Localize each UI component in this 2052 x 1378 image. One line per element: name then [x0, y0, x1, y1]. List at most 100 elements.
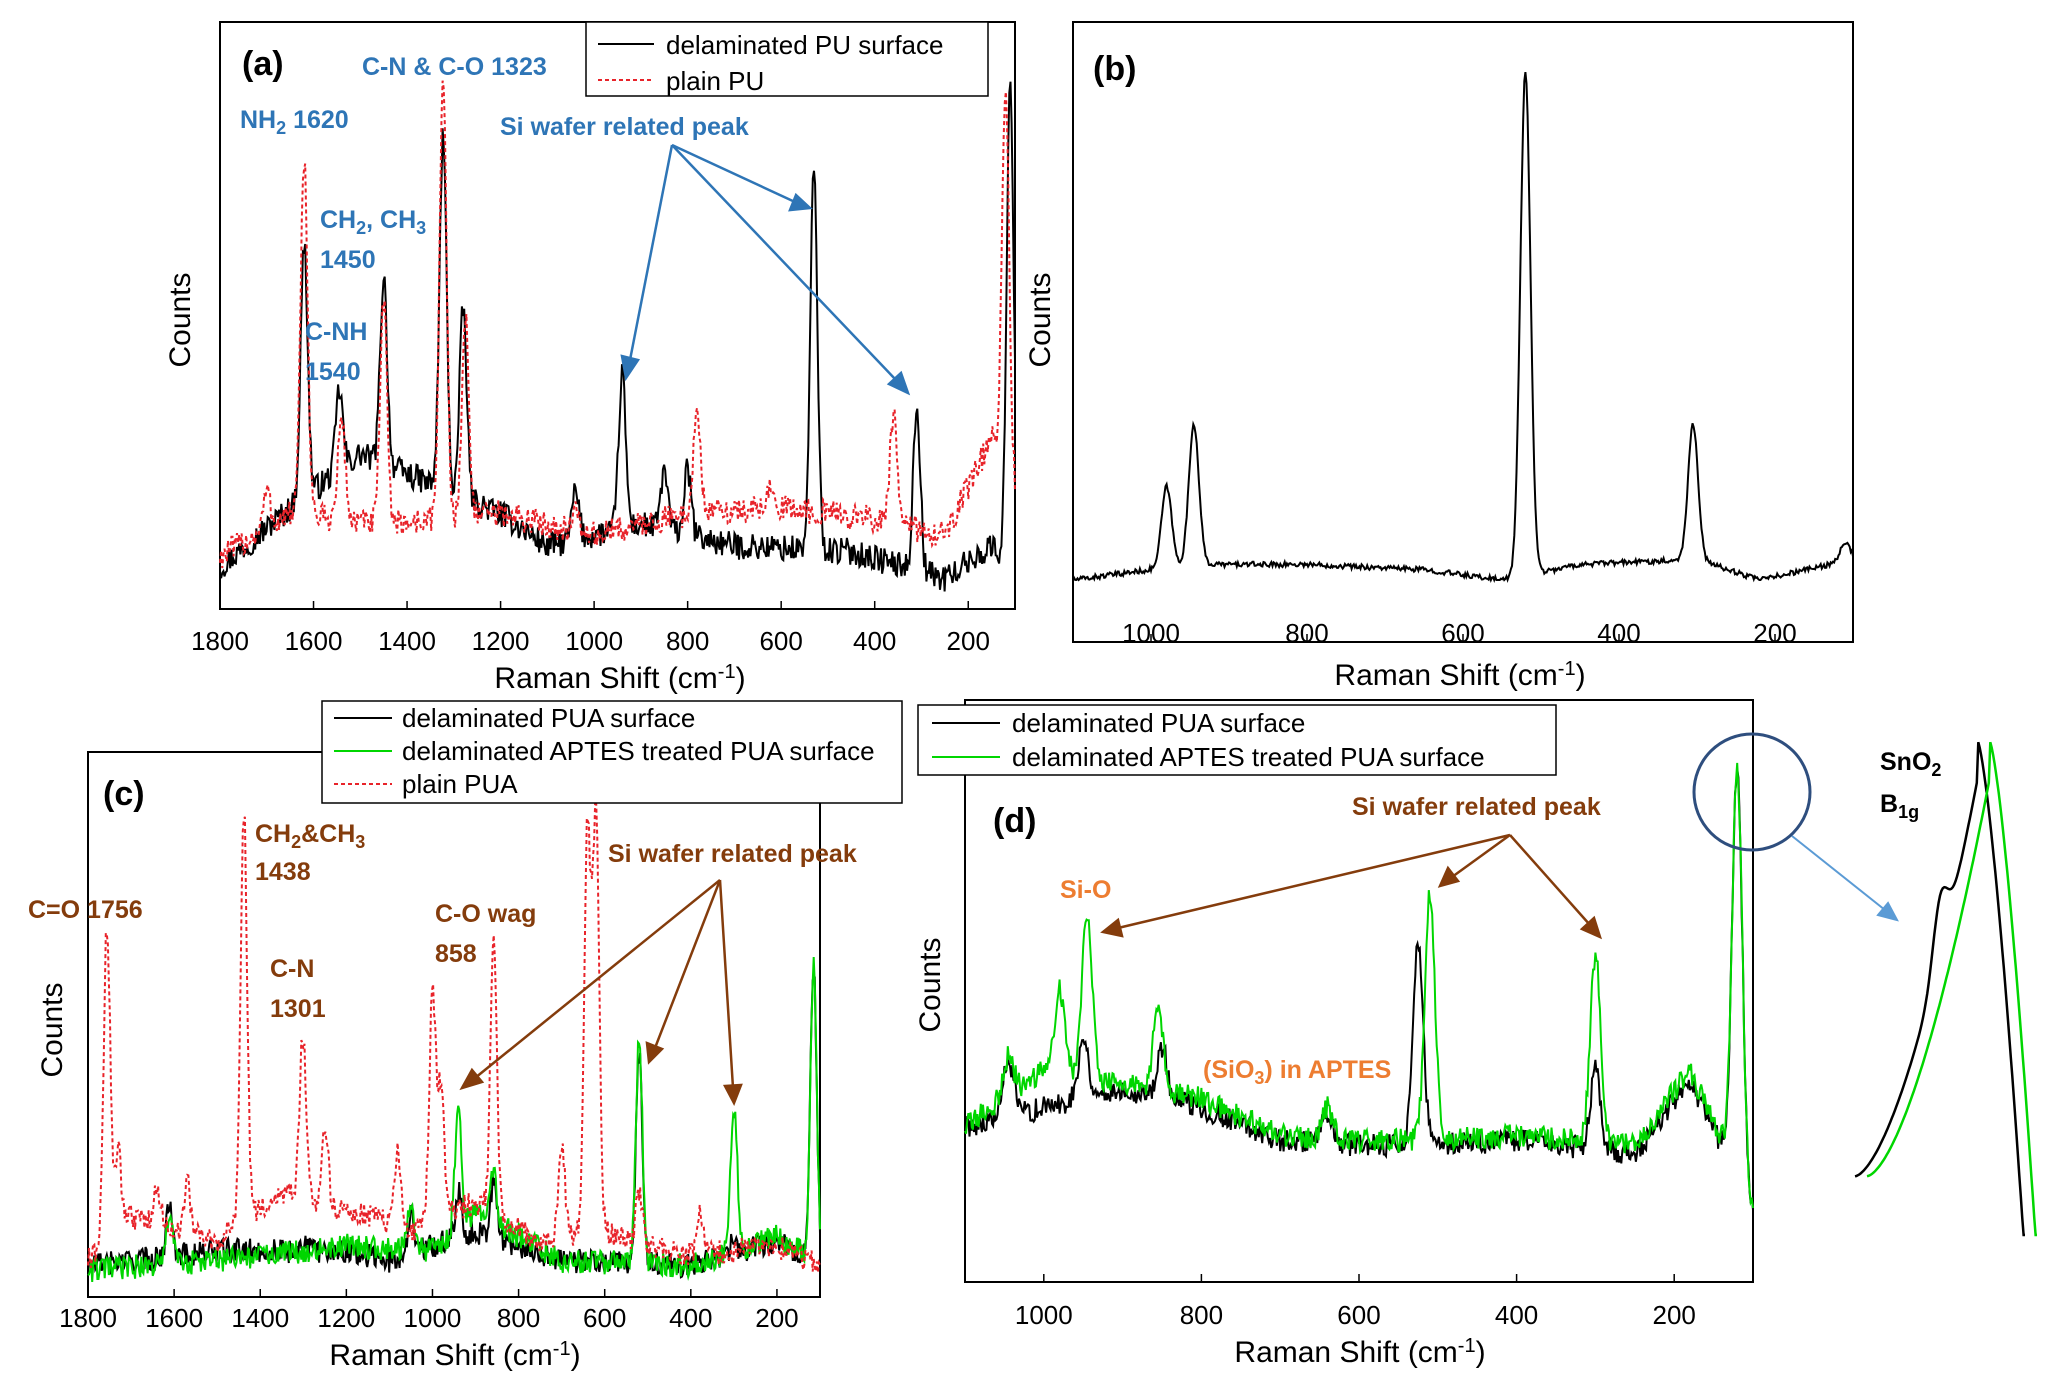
annotation-ch2-sub: 2 — [356, 218, 366, 238]
annotation-ch2-b: , CH — [366, 206, 416, 234]
annotation-sio3-sub: 3 — [1254, 1068, 1264, 1088]
x-ticks-c: 1800 1600 1400 1200 1000 800 600 400 200 — [59, 1289, 799, 1333]
inset-series-line-2 — [1866, 741, 2037, 1237]
series-line-2 — [219, 80, 1016, 569]
x-tick-label: 1000 — [1015, 1300, 1073, 1330]
x-tick-label: 200 — [1653, 1300, 1696, 1330]
annotation-ch2-a: CH — [320, 206, 356, 234]
legend-d-label-0: delaminated PUA surface — [1012, 708, 1305, 738]
x-tick-label: 800 — [1180, 1300, 1223, 1330]
x-tick-label: 800 — [497, 1303, 540, 1333]
annotation-c-nh: C-NH — [305, 318, 368, 346]
arrowhead-c-2 — [645, 1041, 665, 1065]
annotation-1301: 1301 — [270, 995, 326, 1023]
x-tick-label: 800 — [666, 626, 709, 656]
x-tick-label: 1000 — [1122, 618, 1180, 648]
plot-frame-b — [1072, 21, 1854, 643]
zoom-arrow — [1791, 835, 1899, 922]
annotation-ch2-ch3: CH2, CH3 — [320, 206, 426, 238]
x-tick-label: 1600 — [145, 1303, 203, 1333]
annotation-ch3-sub: 3 — [416, 218, 426, 238]
annotation-cn: C-N — [270, 955, 314, 983]
x-tick-label: 400 — [669, 1303, 712, 1333]
series-line-1 — [219, 81, 1016, 592]
x-tick-label: 1200 — [472, 626, 530, 656]
x-tick-label: 400 — [853, 626, 896, 656]
annotation-c-ch2-a: CH — [255, 820, 291, 848]
annotation-sio3-b: ) in APTES — [1264, 1056, 1391, 1084]
panel-b: 1000 800 600 400 200 (b) Counts Raman Shift … — [1024, 21, 1854, 692]
panel-label-b: (b) — [1093, 50, 1136, 88]
x-tick-label: 400 — [1495, 1300, 1538, 1330]
arrowhead-c-1 — [459, 1067, 485, 1091]
series-line-2 — [87, 957, 821, 1282]
x-axis-title-a-main: Raman Shift (cm — [494, 662, 717, 695]
arrows-a — [620, 143, 911, 396]
arrows-c — [459, 879, 743, 1107]
x-tick-label: 1000 — [565, 626, 623, 656]
annotation-co-wag: C-O wag — [435, 900, 536, 928]
x-tick-label: 1600 — [285, 626, 343, 656]
arrow-a-2 — [671, 143, 796, 204]
legend-c-label-2: plain PUA — [402, 769, 518, 799]
arrowhead-c-3 — [722, 1083, 743, 1107]
arrow-a-3 — [671, 144, 897, 381]
annotation-si-o: Si-O — [1060, 876, 1111, 904]
annotation-si-wafer-a: Si wafer related peak — [500, 113, 749, 141]
series-group-d — [964, 762, 1754, 1211]
x-tick-label: 1800 — [191, 626, 249, 656]
x-axis-title-a: Raman Shift (cm-1) — [494, 661, 745, 695]
annotation-si-wafer-c: Si wafer related peak — [608, 840, 857, 868]
x-tick-label: 1800 — [59, 1303, 117, 1333]
x-tick-label: 1000 — [404, 1303, 462, 1333]
arrowhead-d-2 — [1437, 865, 1461, 888]
x-axis-title-c-end: ) — [571, 1339, 581, 1372]
legend-a — [585, 21, 989, 97]
annotation-c-ch2-b: &CH — [301, 820, 355, 848]
annotation-1438: 1438 — [255, 858, 311, 886]
inset-label-b: B — [1880, 790, 1898, 818]
x-axis-title-d-sup: -1 — [1458, 1335, 1476, 1357]
x-axis-title-b: Raman Shift (cm-1) — [1334, 658, 1585, 692]
annotation-nh2: NH2 1620 — [240, 106, 349, 138]
x-tick-label: 200 — [1753, 618, 1796, 648]
legend-a-label-0: delaminated PU surface — [666, 30, 943, 60]
x-tick-label: 600 — [1337, 1300, 1380, 1330]
x-axis-title-d-end: ) — [1476, 1336, 1486, 1369]
x-tick-label: 600 — [1441, 618, 1484, 648]
annotation-cn-co: C-N & C-O 1323 — [362, 53, 547, 81]
panel-c: 1800 1600 1400 1200 1000 800 600 400 200 (c) Cou… — [28, 700, 903, 1372]
zoom-arrowhead — [1876, 901, 1899, 922]
y-axis-title-c: Counts — [36, 982, 69, 1077]
y-axis-title-d: Counts — [914, 937, 947, 1032]
inset-label-sno: SnO — [1880, 748, 1931, 776]
arrow-c-1 — [474, 879, 721, 1079]
x-axis-title-b-main: Raman Shift (cm — [1334, 659, 1557, 692]
y-axis-title-b: Counts — [1024, 272, 1057, 367]
arrowhead-a-3 — [886, 370, 911, 396]
arrow-a-1 — [628, 144, 674, 361]
series-line-1 — [1072, 71, 1854, 584]
annotation-nh2-b: 1620 — [286, 106, 349, 134]
x-tick-label: 600 — [583, 1303, 626, 1333]
annotation-858: 858 — [435, 940, 477, 968]
x-tick-label: 1400 — [231, 1303, 289, 1333]
inset-label-b-sub: 1g — [1898, 802, 1919, 822]
inset-zoom — [1854, 741, 2037, 1237]
y-axis-title-a: Counts — [164, 272, 197, 367]
annotation-c-ch2-sub: 2 — [291, 832, 301, 852]
annotation-si-wafer-d: Si wafer related peak — [1352, 793, 1601, 821]
annotation-ch2ch3: CH2&CH3 — [255, 820, 365, 852]
x-axis-title-a-sup: -1 — [718, 661, 736, 683]
panel-label-c: (c) — [103, 775, 145, 813]
annotation-1450: 1450 — [320, 246, 376, 274]
panel-a: 1800 1600 1400 1200 1000 800 600 400 200 (a) Cou… — [164, 21, 1016, 695]
legend-d — [917, 704, 1557, 776]
x-axis-title-d: Raman Shift (cm-1) — [1234, 1335, 1485, 1369]
legend-c-label-1: delaminated APTES treated PUA surface — [402, 736, 875, 766]
arrow-c-3 — [718, 879, 735, 1089]
arrowhead-a-1 — [620, 354, 641, 382]
arrow-d-2 — [1451, 833, 1511, 879]
arrowhead-a-2 — [788, 192, 813, 212]
